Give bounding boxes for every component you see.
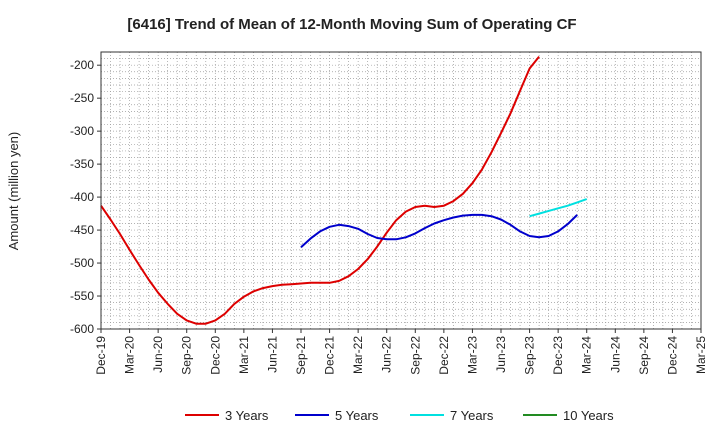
x-tick-label: Mar-20	[123, 336, 137, 374]
x-tick-label: Sep-21	[294, 336, 308, 375]
x-tick-label: Sep-22	[408, 336, 422, 375]
series-lines	[100, 55, 588, 325]
y-tick-label: -600	[70, 322, 94, 336]
x-tick-label: Mar-22	[351, 336, 365, 374]
x-tick-label: Dec-23	[551, 336, 565, 375]
series-line-5-years	[300, 213, 578, 248]
x-tick-label: Mar-21	[237, 336, 251, 374]
y-tick-label: -500	[70, 256, 94, 270]
x-tick-label: Mar-23	[465, 336, 479, 374]
y-tick-label: -300	[70, 124, 94, 138]
legend-label: 5 Years	[335, 408, 379, 423]
series-line-7-years	[529, 198, 588, 218]
x-tick-label: Sep-23	[523, 336, 537, 375]
x-tick-label: Mar-25	[694, 336, 708, 374]
x-tick-label: Jun-20	[151, 336, 165, 373]
y-tick-label: -450	[70, 223, 94, 237]
x-tick-label: Dec-19	[94, 336, 108, 375]
x-tick-label: Jun-21	[265, 336, 279, 373]
x-axis-ticks: Dec-19 Mar-20 Jun-20 Sep-20 Dec-20 Mar-21 Jun-…	[94, 329, 708, 375]
y-tick-label: -350	[70, 157, 94, 171]
plot-frame	[100, 51, 702, 330]
x-tick-label: Dec-21	[323, 336, 337, 375]
y-tick-label: -400	[70, 190, 94, 204]
y-tick-label: -250	[70, 91, 94, 105]
legend: 3 Years 5 Years 7 Years 10 Years	[185, 408, 614, 423]
series-line-3-years	[100, 55, 540, 325]
x-tick-label: Dec-24	[665, 336, 679, 375]
chart-title: [6416] Trend of Mean of 12-Month Moving …	[127, 16, 576, 33]
x-tick-label: Jun-23	[494, 336, 508, 373]
x-tick-label: Jun-22	[380, 336, 394, 373]
x-tick-label: Dec-20	[208, 336, 222, 375]
legend-label: 7 Years	[450, 408, 494, 423]
x-tick-label: Dec-22	[437, 336, 451, 375]
x-tick-label: Sep-24	[637, 336, 651, 375]
x-tick-label: Jun-24	[608, 336, 622, 373]
y-axis-ticks: -200 -250 -300 -350 -400 -450 -500 -550 -600	[70, 58, 101, 336]
x-tick-label: Sep-20	[180, 336, 194, 375]
legend-label: 3 Years	[225, 408, 269, 423]
y-axis-label: Amount (million yen)	[6, 132, 21, 251]
legend-label: 10 Years	[563, 408, 614, 423]
x-tick-label: Mar-24	[580, 336, 594, 374]
grid-lines	[101, 51, 701, 329]
y-tick-label: -200	[70, 58, 94, 72]
y-tick-label: -550	[70, 289, 94, 303]
